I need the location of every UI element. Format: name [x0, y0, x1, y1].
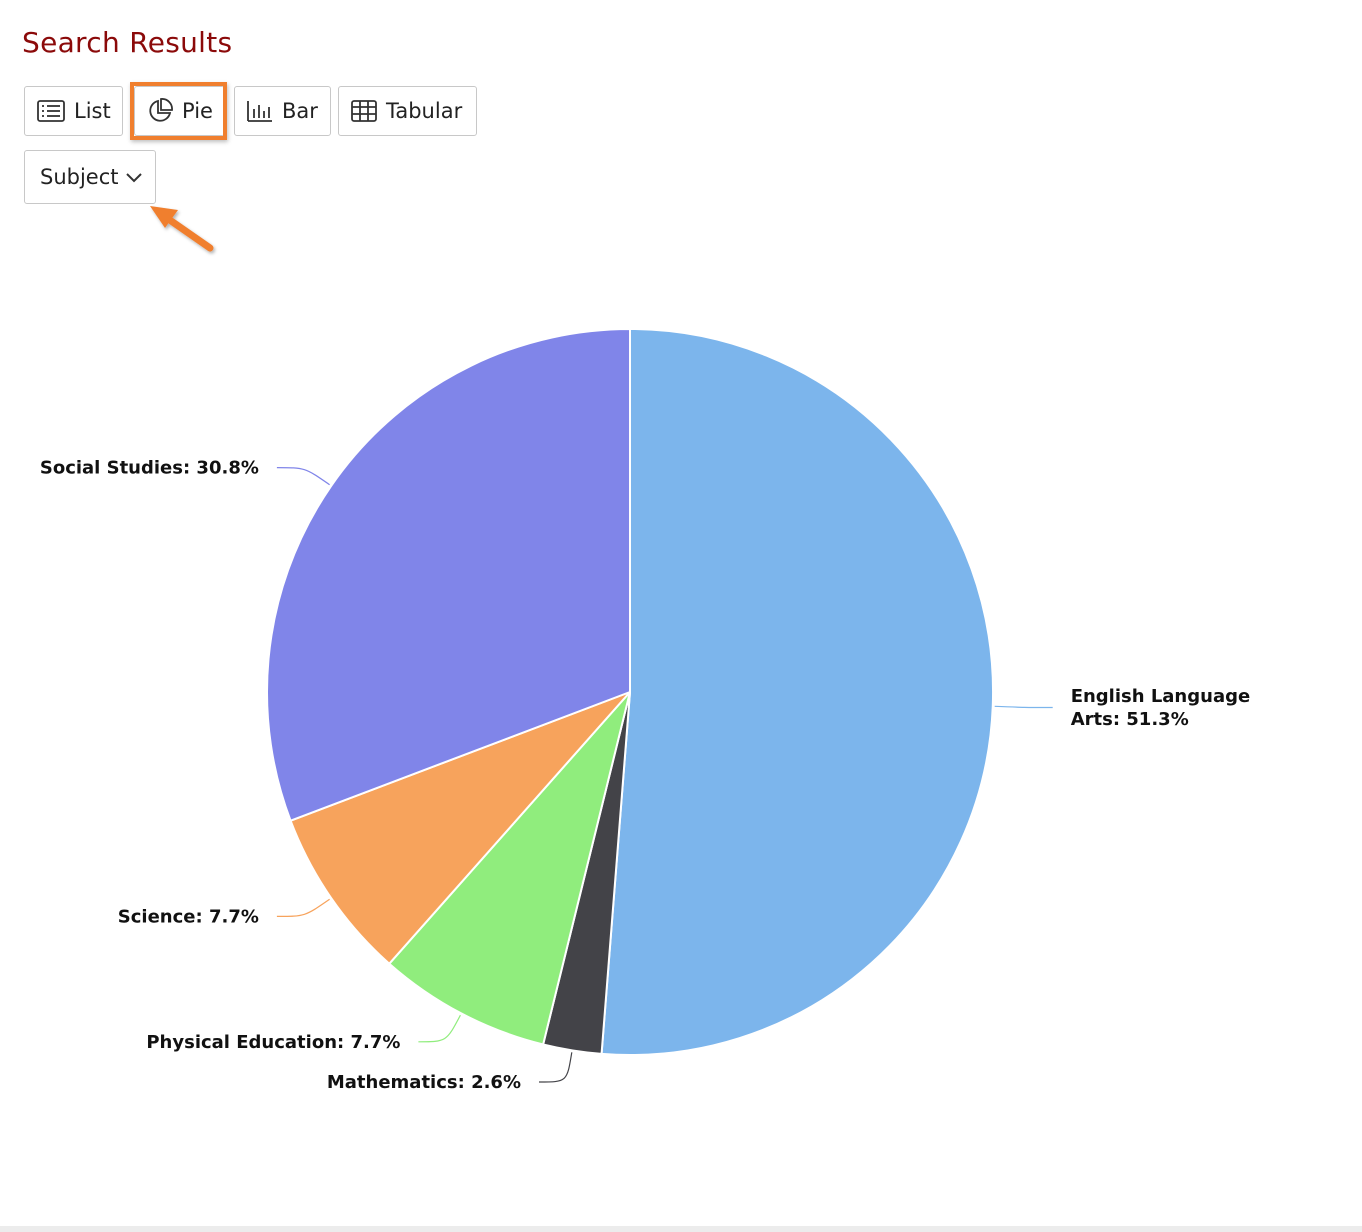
- pie-labels: English Language Arts: 51.3% Mathematics: …: [40, 458, 1250, 1093]
- list-view-button[interactable]: List: [24, 86, 123, 136]
- pie-slice-social-studies[interactable]: [266, 327, 631, 823]
- list-view-label: List: [74, 99, 111, 123]
- bar-chart-icon: [247, 100, 273, 122]
- page-bottom-bar: [0, 1226, 1362, 1232]
- group-by-value: Subject: [40, 165, 119, 189]
- pie-label-english-language-arts: English Language Arts: 51.3%: [1071, 686, 1251, 730]
- pie-label-science: Science: 7.7%: [118, 906, 259, 927]
- pie-label-physical-education: Physical Education: 7.7%: [146, 1032, 400, 1053]
- bar-view-label: Bar: [282, 99, 318, 123]
- pie-slice-science[interactable]: [289, 691, 631, 966]
- tabular-view-label: Tabular: [386, 99, 463, 123]
- pie-connectors: [276, 467, 1053, 1083]
- pie-slice-physical-education[interactable]: [387, 691, 631, 1046]
- tabular-view-button[interactable]: Tabular: [338, 86, 477, 136]
- pie-slices: [266, 327, 995, 1056]
- pie-connector-science: [276, 898, 330, 917]
- list-icon: [37, 100, 65, 122]
- pie-chart-icon: [147, 98, 173, 124]
- pie-view-button[interactable]: Pie: [134, 86, 225, 136]
- pie-connector-mathematics: [538, 1052, 573, 1083]
- group-by-select[interactable]: Subject: [24, 150, 156, 204]
- pie-connector-social-studies: [276, 467, 330, 486]
- bar-view-button[interactable]: Bar: [234, 86, 331, 136]
- pie-slice-english-language-arts[interactable]: [600, 327, 995, 1056]
- pie-view-label: Pie: [182, 99, 213, 123]
- pie-label-mathematics: Mathematics: 2.6%: [327, 1072, 521, 1093]
- pie-connector-english-language-arts: [994, 705, 1053, 709]
- pie-connector-physical-education: [418, 1014, 461, 1043]
- chevron-down-icon: [125, 165, 143, 189]
- page-title: Search Results: [22, 26, 233, 59]
- pie-label-social-studies: Social Studies: 30.8%: [40, 458, 259, 479]
- table-icon: [351, 100, 377, 122]
